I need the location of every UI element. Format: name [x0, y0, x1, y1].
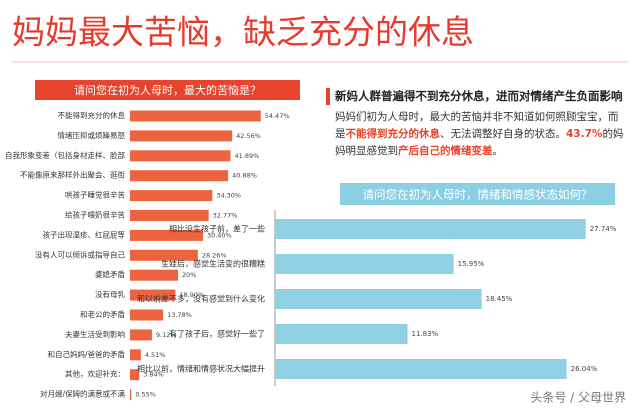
value-label: 34.30%: [216, 192, 241, 200]
value-label: 27.74%: [590, 225, 617, 233]
category-label: 和自己妈妈/爸爸的矛盾: [47, 349, 125, 359]
value-label: 41.89%: [235, 152, 260, 160]
value-label: 42.56%: [236, 132, 261, 140]
category-label: 和老公的矛盾: [80, 309, 125, 319]
chart-header: [340, 183, 615, 205]
bar: [130, 249, 198, 261]
bar: [130, 389, 132, 401]
highlight-text: 不能得到充分的休息: [345, 128, 441, 140]
value-label: 18.45%: [486, 295, 513, 303]
paragraph: 妈妈们初为人母时，最大的苦恼并非不知道如何照顾宝宝，而是不能得到充分的休息、无法…: [326, 109, 628, 160]
category-label: 孩子出现湿疹、红屁屁等: [43, 229, 126, 239]
bar: [275, 359, 567, 379]
category-label: 没有母乳: [95, 289, 125, 299]
bar: [130, 110, 261, 122]
bar: [130, 309, 164, 321]
category-label: 没有人可以倾诉或指导自己: [35, 249, 125, 259]
bar: [130, 369, 140, 381]
summary: 新妈人群普遍得不到充分休息，进而对情绪产生负面影响 妈妈们初为人母时，最大的苦恼…: [326, 88, 628, 160]
bar: [130, 170, 229, 182]
category-label: 不能像原来那样外出聚会、逛街: [20, 170, 125, 180]
category-label: 和以前差不多，没有感觉到什么变化: [137, 294, 265, 304]
bar: [275, 254, 454, 274]
category-label: 相比以前，情绪和情感状况大幅提升: [137, 364, 265, 374]
body-text: 、无法调整好自身的状态。: [440, 128, 566, 140]
highlight-text: 产后自己的情绪变差: [398, 145, 493, 157]
value-label: 13.78%: [167, 311, 192, 319]
category-label: 夫妻生活受到影响: [65, 329, 125, 339]
watermark: 头条号 / 父母世界: [530, 391, 626, 405]
chart-header: [35, 80, 300, 100]
bar: [130, 329, 152, 341]
highlight-text: 43.7%: [566, 128, 603, 140]
category-label: 有了孩子后，感觉好一些了: [169, 329, 265, 339]
headline: 新妈人群普遍得不到充分休息，进而对情绪产生负面影响: [326, 88, 628, 105]
value-label: 28.26%: [202, 251, 227, 259]
bar: [130, 130, 233, 142]
bar: [130, 269, 178, 281]
category-label: 自我形象变差（包括身材走样、脸部: [5, 150, 125, 160]
category-label: 给孩子喂奶很辛苦: [65, 210, 125, 220]
category-label: 对月嫂/保姆的满意或不满: [40, 389, 126, 399]
bar: [130, 210, 209, 221]
value-label: 0.55%: [135, 391, 156, 399]
category-label: 生娃后，感觉生活变的很糟糕: [161, 259, 265, 269]
page-title: 妈妈最大苦恼，缺乏充分的休息: [12, 13, 474, 52]
bar: [275, 289, 482, 309]
bar: [130, 229, 203, 241]
bar: [130, 349, 141, 361]
chart-title: 请问您在初为人母时，情绪和情感状态如何？: [363, 188, 593, 202]
value-label: 11.83%: [411, 330, 438, 338]
bar: [275, 219, 586, 239]
value-label: 26.04%: [571, 365, 598, 373]
value-label: 54.47%: [265, 112, 290, 120]
value-label: 9.12%: [156, 331, 177, 339]
chart-title: 请问您在初为人母时，最大的苦恼是？: [74, 83, 261, 97]
bar: [130, 289, 176, 301]
body-text: 。: [492, 145, 504, 157]
body-text: 的妈妈明显感觉到: [335, 128, 624, 157]
category-label: 不能得到充分的休息: [58, 110, 126, 120]
body-text: 妈妈们初为人母时，最大的苦恼并非不知道如何照顾宝宝，而是: [335, 111, 619, 140]
value-label: 30.40%: [207, 231, 232, 239]
value-label: 40.88%: [232, 172, 257, 180]
category-label: 其他，欢迎补充：: [65, 369, 125, 379]
bar: [275, 324, 408, 344]
value-label: 18.90%: [179, 291, 204, 299]
category-label: 哄孩子睡觉很辛苦: [65, 190, 125, 200]
category-label: 情绪压抑或烦躁易怒: [58, 130, 126, 140]
category-label: 婆媳矛盾: [95, 269, 125, 279]
value-label: 32.77%: [213, 212, 238, 220]
value-label: 15.95%: [458, 260, 485, 268]
value-label: 4.51%: [145, 351, 166, 359]
category-label: 相比没生孩子前，差了一些: [169, 224, 265, 234]
value-label: 3.84%: [143, 371, 164, 379]
value-label: 20%: [182, 271, 196, 279]
bar: [130, 150, 231, 162]
bar: [130, 190, 213, 202]
